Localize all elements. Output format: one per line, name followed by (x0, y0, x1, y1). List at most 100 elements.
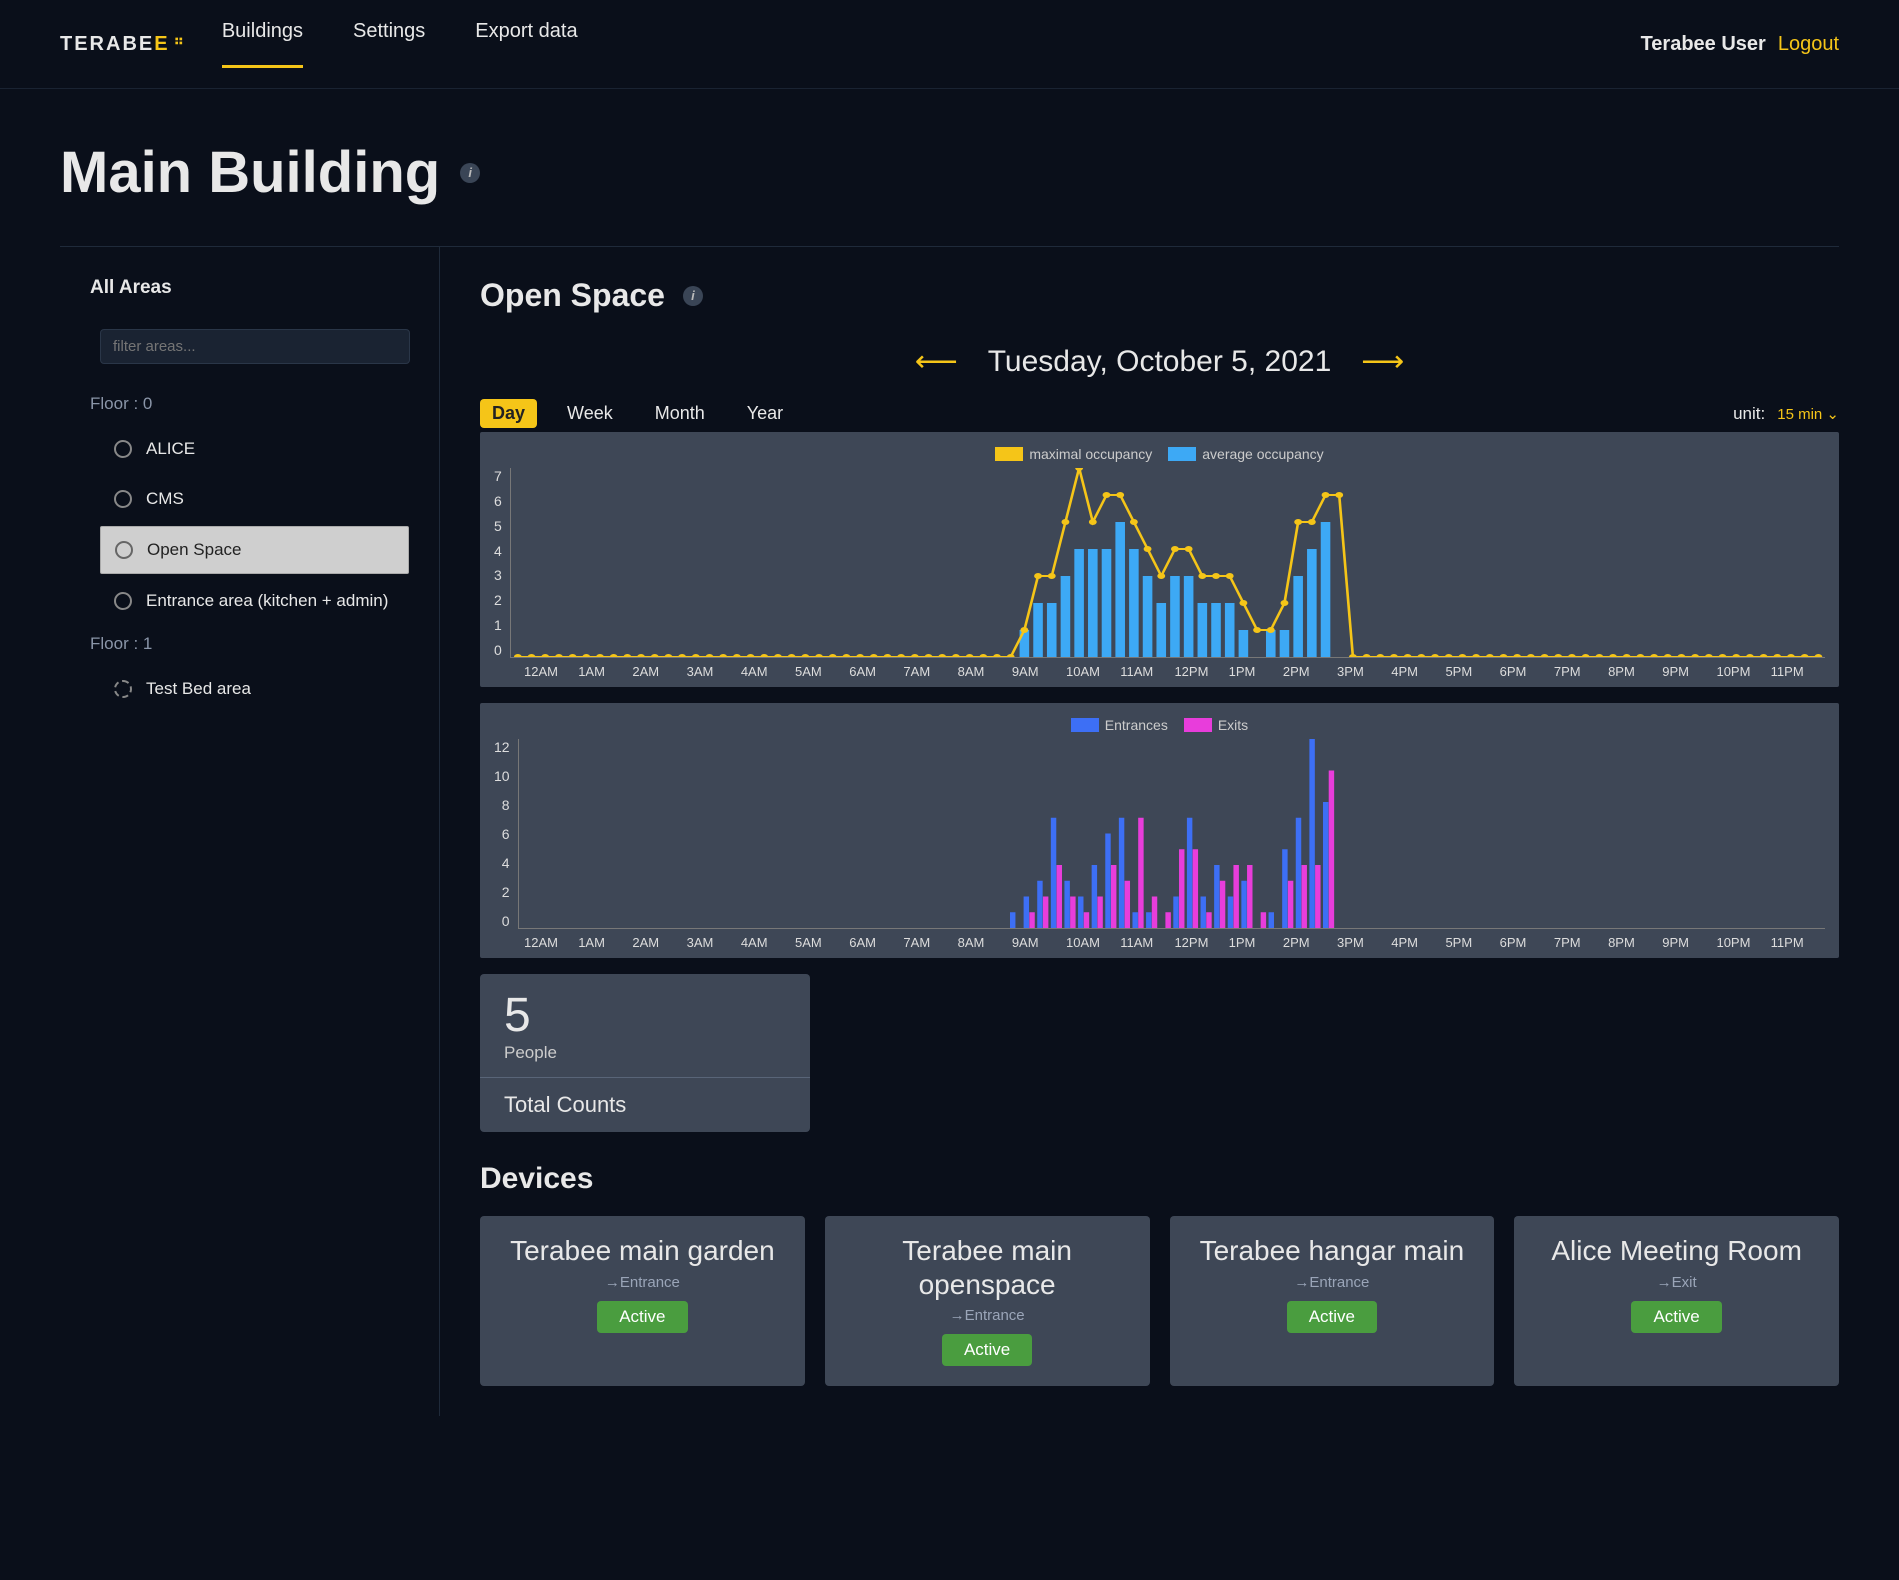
logo-accent: E (154, 33, 169, 56)
nav-item-export-data[interactable]: Export data (475, 20, 577, 68)
x-tick: 6AM (849, 935, 903, 950)
device-status-badge: Active (1631, 1301, 1721, 1333)
x-tick: 2AM (632, 935, 686, 950)
unit-label: unit: (1733, 404, 1765, 424)
device-status-badge: Active (942, 1334, 1032, 1366)
radio-icon (114, 490, 132, 508)
flow-chart: EntrancesExits 121086420 12AM1AM2AM3AM4A… (480, 703, 1839, 958)
x-tick: 12AM (524, 664, 578, 679)
device-direction: →Entrance (839, 1307, 1136, 1324)
x-tick: 7PM (1554, 664, 1608, 679)
unit-value[interactable]: 15 min ⌄ (1777, 405, 1839, 423)
nav-items: Buildings Settings Export data (222, 20, 1641, 68)
devices-title: Devices (480, 1162, 1839, 1196)
y-tick: 0 (502, 913, 510, 929)
filter-areas-input[interactable] (100, 329, 410, 364)
y-tick: 2 (502, 884, 510, 900)
x-tick: 10AM (1066, 664, 1120, 679)
nav-right: Terabee User Logout (1641, 33, 1839, 56)
legend-label: average occupancy (1202, 446, 1323, 462)
info-icon[interactable]: i (683, 286, 703, 306)
legend-swatch (1184, 718, 1212, 732)
topnav: TERABEE ⠛ Buildings Settings Export data Te… (0, 0, 1899, 89)
device-status-badge: Active (597, 1301, 687, 1333)
y-tick: 1 (494, 617, 502, 633)
x-tick: 6PM (1500, 935, 1554, 950)
x-tick: 4PM (1391, 935, 1445, 950)
device-direction: →Entrance (1184, 1274, 1481, 1291)
range-tab-week[interactable]: Week (555, 399, 625, 428)
nav-item-settings[interactable]: Settings (353, 20, 425, 68)
x-tick: 8PM (1608, 935, 1662, 950)
x-tick: 12PM (1174, 664, 1228, 679)
device-card[interactable]: Terabee main garden→EntranceActive (480, 1216, 805, 1386)
x-tick: 11AM (1120, 935, 1174, 950)
next-date-arrow[interactable]: ⟶ (1361, 344, 1404, 379)
x-tick: 7AM (903, 935, 957, 950)
area-item[interactable]: ALICE (100, 426, 409, 472)
floor-label: Floor : 1 (90, 634, 419, 654)
page-title-row: Main Building i (60, 139, 1839, 206)
legend-label: maximal occupancy (1029, 446, 1152, 462)
legend-swatch (1168, 447, 1196, 461)
radio-icon (114, 440, 132, 458)
area-item[interactable]: Open Space (100, 526, 409, 574)
sidebar: All Areas Floor : 0ALICECMSOpen SpaceEnt… (60, 247, 440, 1416)
area-item[interactable]: CMS (100, 476, 409, 522)
device-card[interactable]: Terabee main openspace →Entrance Active (825, 1216, 1150, 1386)
x-tick: 1PM (1229, 664, 1283, 679)
area-item[interactable]: Entrance area (kitchen + admin) (100, 578, 409, 624)
radio-icon (114, 680, 132, 698)
y-tick: 0 (494, 642, 502, 658)
area-label: CMS (146, 488, 184, 510)
counts-card: 5 People Total Counts (480, 974, 810, 1132)
date-selector: ⟵ Tuesday, October 5, 2021 ⟶ (480, 344, 1839, 379)
x-tick: 9AM (1012, 935, 1066, 950)
legend-label: Exits (1218, 717, 1248, 733)
x-tick: 9PM (1662, 664, 1716, 679)
y-tick: 6 (502, 826, 510, 842)
device-name: Terabee main garden (494, 1234, 791, 1268)
logo-dots: ⠛ (174, 36, 182, 53)
occupancy-chart: maximal occupancyaverage occupancy 76543… (480, 432, 1839, 687)
x-tick: 6AM (849, 664, 903, 679)
prev-date-arrow[interactable]: ⟵ (915, 344, 958, 379)
x-tick: 11AM (1120, 664, 1174, 679)
logo-text: TERABE (60, 33, 154, 56)
legend-label: Entrances (1105, 717, 1168, 733)
y-tick: 8 (502, 797, 510, 813)
nav-item-buildings[interactable]: Buildings (222, 20, 303, 68)
range-tab-year[interactable]: Year (735, 399, 795, 428)
main-content: Open Space i ⟵ Tuesday, October 5, 2021 … (440, 247, 1839, 1416)
y-tick: 4 (502, 855, 510, 871)
x-tick: 2PM (1283, 935, 1337, 950)
x-tick: 8AM (958, 935, 1012, 950)
range-tab-day[interactable]: Day (480, 399, 537, 428)
area-label: Entrance area (kitchen + admin) (146, 590, 388, 612)
logout-link[interactable]: Logout (1778, 33, 1839, 56)
current-date: Tuesday, October 5, 2021 (988, 345, 1332, 379)
legend-item: Exits (1184, 717, 1248, 733)
x-tick: 2PM (1283, 664, 1337, 679)
area-item[interactable]: Test Bed area (100, 666, 409, 712)
device-direction: →Exit (1528, 1274, 1825, 1291)
counts-value: 5 (504, 988, 786, 1043)
x-tick: 2AM (632, 664, 686, 679)
floor-label: Floor : 0 (90, 394, 419, 414)
logo[interactable]: TERABEE ⠛ (60, 33, 182, 56)
x-tick: 5AM (795, 664, 849, 679)
device-name: Alice Meeting Room (1528, 1234, 1825, 1268)
counts-label: Total Counts (480, 1078, 810, 1132)
user-name: Terabee User (1641, 33, 1766, 56)
device-card[interactable]: Alice Meeting Room →Exit Active (1514, 1216, 1839, 1386)
counts-unit: People (504, 1043, 786, 1063)
info-icon[interactable]: i (460, 163, 480, 183)
device-card[interactable]: Terabee hangar main→EntranceActive (1170, 1216, 1495, 1386)
radio-icon (114, 592, 132, 610)
y-tick: 12 (494, 739, 510, 755)
device-name: Terabee main openspace (839, 1234, 1136, 1301)
x-tick: 1AM (578, 664, 632, 679)
x-tick: 8PM (1608, 664, 1662, 679)
range-tab-month[interactable]: Month (643, 399, 717, 428)
x-tick: 10PM (1716, 935, 1770, 950)
